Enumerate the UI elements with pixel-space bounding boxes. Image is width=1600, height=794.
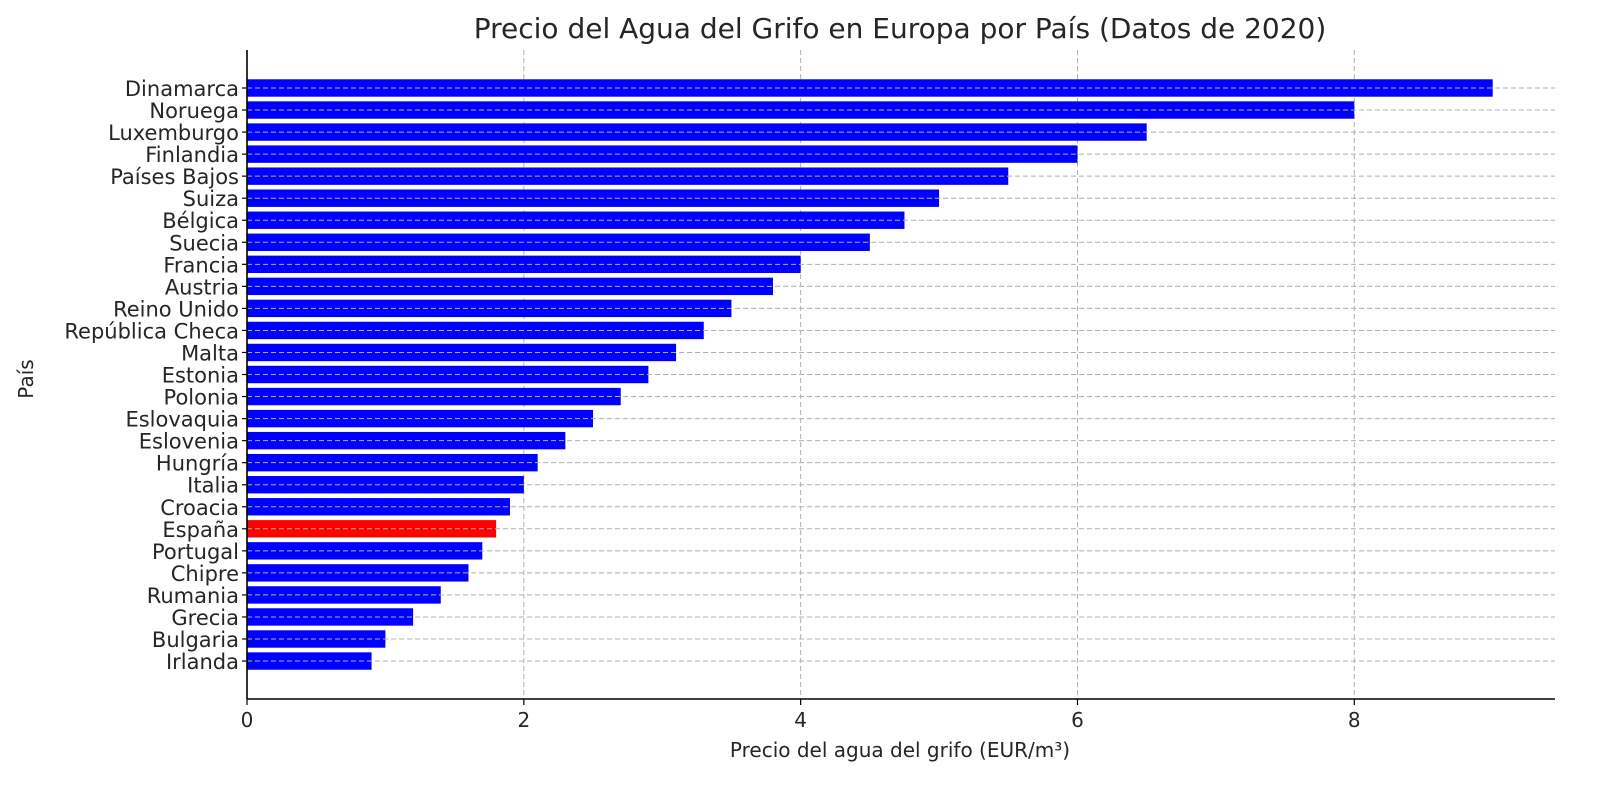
- y-tick-label: Estonia: [162, 364, 239, 388]
- y-tick-label: Bulgaria: [152, 628, 239, 652]
- y-tick-label: Suecia: [169, 231, 239, 255]
- y-tick-label: Grecia: [171, 606, 239, 630]
- bars: [247, 79, 1555, 670]
- y-tick-label: España: [162, 518, 239, 542]
- y-tick-label: Países Bajos: [110, 165, 239, 189]
- bar: [247, 233, 870, 251]
- y-tick-label: República Checa: [64, 319, 239, 343]
- y-tick-label: Eslovaquia: [125, 408, 239, 432]
- x-tick-label: 2: [517, 708, 530, 732]
- y-tick-label: Chipre: [171, 562, 239, 586]
- bar: [247, 564, 469, 582]
- y-tick-label: Luxemburgo: [108, 121, 239, 145]
- y-tick-label: Rumania: [147, 584, 239, 608]
- y-tick-label: Suiza: [183, 187, 239, 211]
- bar: [247, 652, 372, 670]
- chart-title: Precio del Agua del Grifo en Europa por …: [474, 12, 1327, 45]
- tick-labels: DinamarcaNoruegaLuxemburgoFinlandiaPaíse…: [64, 77, 1360, 732]
- y-tick-label: Dinamarca: [125, 77, 239, 101]
- bar: [247, 542, 483, 560]
- bar: [247, 431, 566, 450]
- x-axis-label: Precio del agua del grifo (EUR/m³): [730, 738, 1070, 762]
- y-tick-label: Francia: [163, 253, 239, 277]
- y-tick-label: Malta: [181, 341, 239, 365]
- y-tick-label: Portugal: [152, 540, 239, 564]
- x-tick-label: 0: [241, 708, 254, 732]
- y-tick-label: Noruega: [149, 99, 239, 123]
- x-tick-label: 4: [794, 708, 807, 732]
- y-tick-label: Croacia: [160, 496, 239, 520]
- y-tick-label: Eslovenia: [139, 430, 239, 454]
- x-tick-label: 8: [1348, 708, 1361, 732]
- bar: [247, 79, 1493, 97]
- bar: [247, 277, 773, 296]
- y-tick-label: Hungría: [156, 452, 239, 476]
- y-tick-label: Bélgica: [162, 209, 239, 233]
- bar: [247, 343, 677, 362]
- bar: [247, 145, 1078, 163]
- x-tick-label: 6: [1071, 708, 1084, 732]
- bar: [247, 409, 594, 428]
- y-axis-label: País: [14, 359, 38, 398]
- y-tick-label: Irlanda: [166, 650, 239, 674]
- axes: [242, 50, 1555, 705]
- bar: [247, 630, 386, 648]
- y-tick-label: Austria: [165, 275, 239, 299]
- y-tick-label: Polonia: [164, 386, 239, 410]
- y-tick-label: Finlandia: [145, 143, 239, 167]
- y-tick-label: Reino Unido: [113, 297, 239, 321]
- y-tick-label: Italia: [187, 474, 239, 498]
